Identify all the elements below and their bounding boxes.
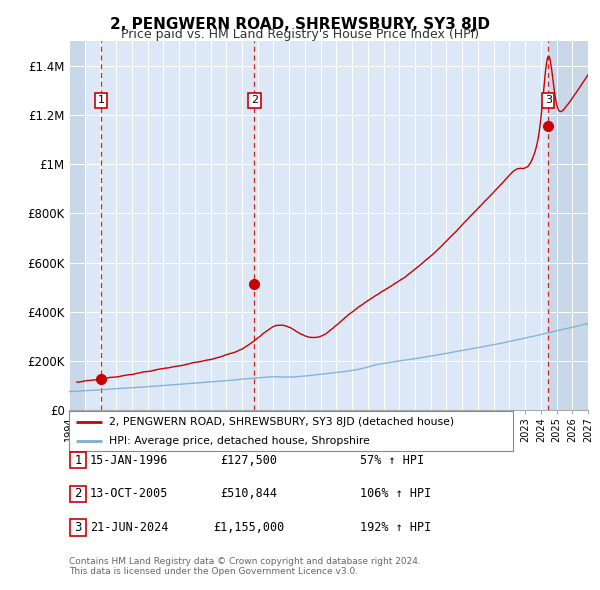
- Text: 2: 2: [74, 487, 82, 500]
- Bar: [69, 41, 85, 410]
- Bar: [548, 41, 588, 410]
- Text: 21-JUN-2024: 21-JUN-2024: [90, 521, 168, 534]
- Text: HPI: Average price, detached house, Shropshire: HPI: Average price, detached house, Shro…: [109, 437, 370, 446]
- Text: £1,155,000: £1,155,000: [214, 521, 284, 534]
- Text: 15-JAN-1996: 15-JAN-1996: [90, 454, 168, 467]
- Text: Price paid vs. HM Land Registry's House Price Index (HPI): Price paid vs. HM Land Registry's House …: [121, 28, 479, 41]
- Text: £127,500: £127,500: [221, 454, 277, 467]
- Text: £510,844: £510,844: [221, 487, 277, 500]
- Text: This data is licensed under the Open Government Licence v3.0.: This data is licensed under the Open Gov…: [69, 567, 358, 576]
- Text: 2, PENGWERN ROAD, SHREWSBURY, SY3 8JD (detached house): 2, PENGWERN ROAD, SHREWSBURY, SY3 8JD (d…: [109, 418, 454, 428]
- Text: 13-OCT-2005: 13-OCT-2005: [90, 487, 168, 500]
- Text: 2: 2: [251, 96, 258, 105]
- Text: 1: 1: [74, 454, 82, 467]
- Text: 3: 3: [74, 521, 82, 534]
- Text: 3: 3: [545, 96, 552, 105]
- Text: 106% ↑ HPI: 106% ↑ HPI: [360, 487, 431, 500]
- Text: 1: 1: [98, 96, 104, 105]
- Text: 57% ↑ HPI: 57% ↑ HPI: [360, 454, 424, 467]
- Text: 192% ↑ HPI: 192% ↑ HPI: [360, 521, 431, 534]
- Text: Contains HM Land Registry data © Crown copyright and database right 2024.: Contains HM Land Registry data © Crown c…: [69, 558, 421, 566]
- Bar: [69, 41, 85, 410]
- Text: 2, PENGWERN ROAD, SHREWSBURY, SY3 8JD: 2, PENGWERN ROAD, SHREWSBURY, SY3 8JD: [110, 17, 490, 31]
